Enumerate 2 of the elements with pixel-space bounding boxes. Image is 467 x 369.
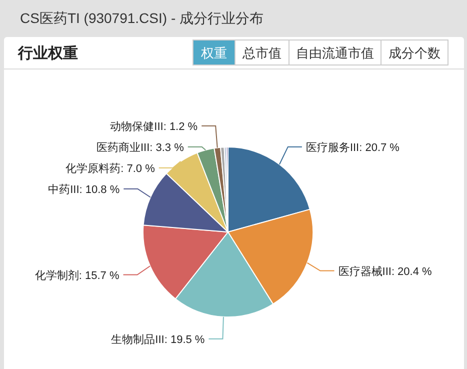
title: CS医药TI (930791.CSI) - 成分行业分布 <box>20 10 264 26</box>
subtitle: 行业权重 <box>18 45 78 62</box>
